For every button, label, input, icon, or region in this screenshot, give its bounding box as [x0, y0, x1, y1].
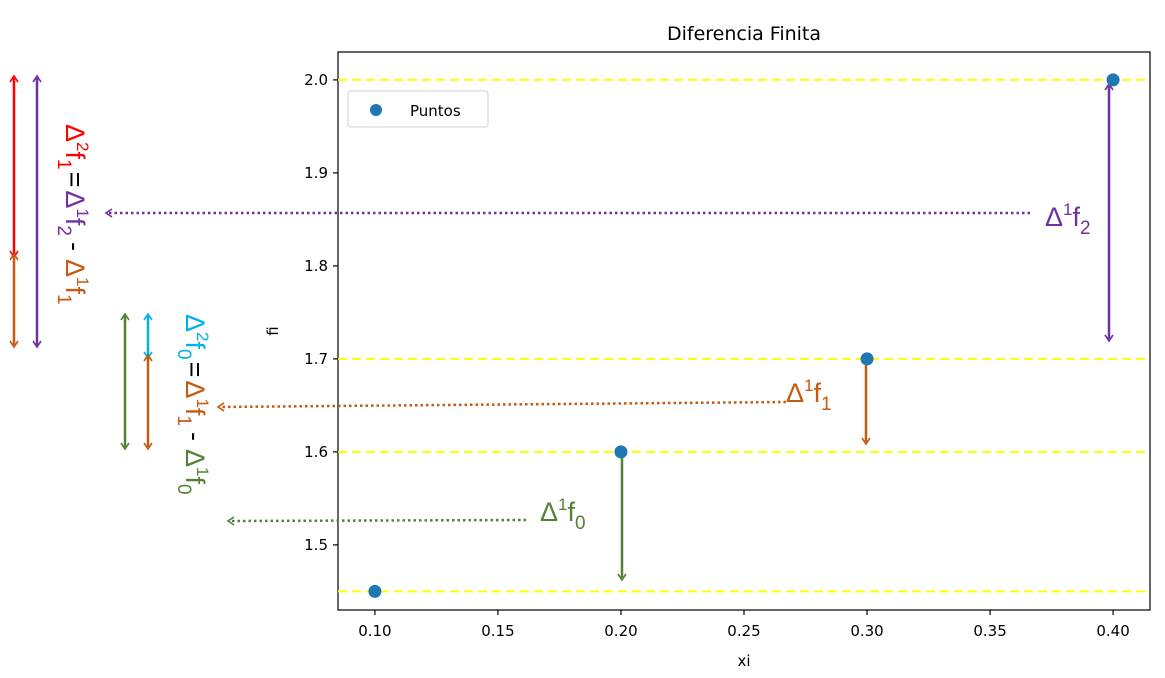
delta1-f1-label: Δ1f1	[786, 376, 832, 415]
x-axis-ticks: 0.10 0.15 0.20 0.25 0.30 0.35 0.40	[358, 610, 1130, 640]
svg-text:Δ2f1=Δ1f2-Δ1f1: Δ2f1=Δ1f2-Δ1f1	[53, 124, 92, 305]
y-tick-label: 1.9	[304, 164, 328, 182]
x-tick-label: 0.40	[1096, 622, 1129, 640]
x-tick-label: 0.30	[850, 622, 883, 640]
y-tick-label: 1.5	[304, 536, 328, 554]
y-tick-label: 1.8	[304, 257, 328, 275]
y-tick-label: 2.0	[304, 71, 328, 89]
svg-text:Δ2f0=Δ1f1-Δ1f0: Δ2f0=Δ1f1-Δ1f0	[173, 314, 212, 495]
equation-delta2-f0: Δ2f0=Δ1f1-Δ1f0	[173, 314, 212, 495]
horizontal-reference-lines	[338, 78, 1150, 593]
x-tick-label: 0.20	[604, 622, 637, 640]
legend-label: Puntos	[410, 102, 461, 120]
delta1-f2-label: Δ1f2	[1045, 200, 1091, 239]
delta1-f1-leader-arrow	[216, 400, 787, 412]
data-point	[614, 445, 628, 459]
y-tick-label: 1.6	[304, 443, 328, 461]
data-points	[368, 73, 1120, 598]
chart-title: Diferencia Finita	[667, 23, 821, 45]
x-tick-label: 0.15	[481, 622, 514, 640]
x-tick-label: 0.25	[727, 622, 760, 640]
x-tick-label: 0.10	[358, 622, 391, 640]
data-point	[368, 584, 382, 598]
legend-marker-icon	[370, 104, 382, 116]
plot-area	[337, 51, 1151, 611]
y-axis-label: fi	[264, 326, 282, 335]
legend: Puntos	[347, 90, 489, 128]
y-tick-label: 1.7	[304, 350, 328, 368]
x-axis-label: xi	[737, 652, 750, 670]
data-point	[860, 352, 874, 366]
y-axis-ticks: 1.5 1.6 1.7 1.8 1.9 2.0	[304, 71, 338, 554]
delta1-f0-label: Δ1f0	[540, 495, 586, 534]
data-point	[1106, 73, 1120, 87]
equation-delta2-f1: Δ2f1=Δ1f2-Δ1f1	[53, 124, 92, 305]
delta1-f0-leader-arrow	[226, 516, 527, 526]
x-tick-label: 0.35	[973, 622, 1006, 640]
